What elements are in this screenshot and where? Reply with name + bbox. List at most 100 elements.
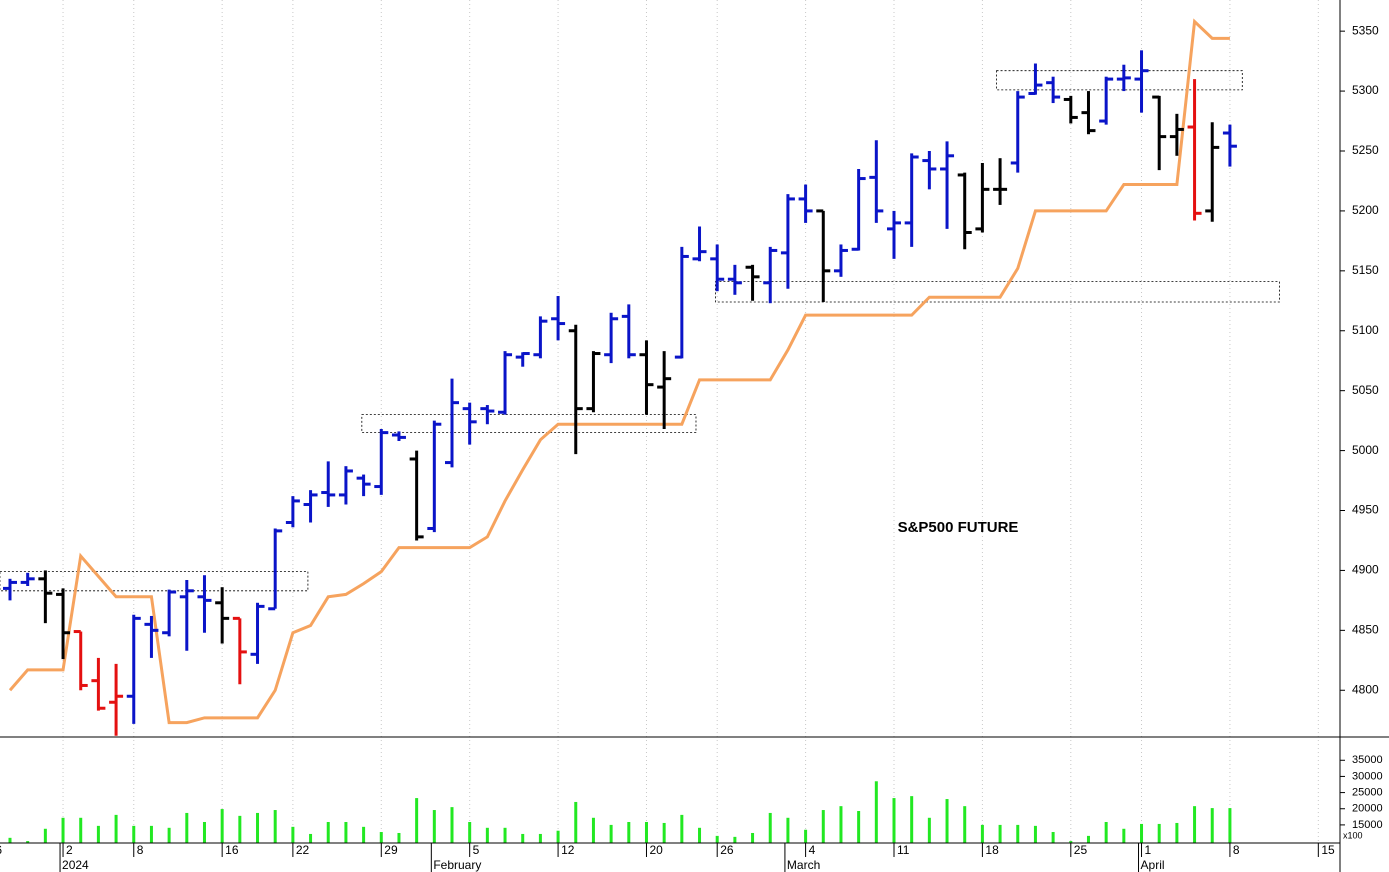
volume-bar (998, 824, 1002, 843)
y-tick-label: 5200 (1352, 203, 1379, 217)
y-tick-label: 4800 (1352, 682, 1379, 696)
x-tick-label: 1 (1145, 843, 1152, 857)
volume-bar (256, 812, 260, 843)
volume-bar (362, 826, 366, 843)
volume-bar (1033, 825, 1037, 843)
volume-bar (61, 817, 65, 843)
zone (996, 70, 1243, 91)
volume-bar (132, 825, 136, 843)
y-tick-label: 4950 (1352, 503, 1379, 517)
volume-bar (521, 833, 525, 843)
volume-bar (715, 835, 719, 843)
volume-bar (821, 810, 825, 843)
x-tick-label: 22 (296, 843, 310, 857)
volume-bar (804, 829, 808, 843)
x-tick-label: 25 (1074, 843, 1088, 857)
volume-bar (591, 817, 595, 843)
volume-bar (114, 814, 118, 843)
volume-bar (627, 821, 631, 843)
volume-bar (874, 781, 878, 843)
x-tick-label: 4 (809, 843, 816, 857)
volume-bar (202, 821, 206, 843)
volume-bar (220, 809, 224, 843)
volume-bar (945, 799, 949, 843)
volume-bar (503, 827, 507, 843)
volume-bar (751, 832, 755, 843)
volume-bar (79, 817, 83, 843)
volume-bar (8, 837, 12, 843)
volume-bar (609, 824, 613, 843)
month-label: February (433, 858, 481, 872)
volume-bar (379, 832, 383, 843)
volume-bar (857, 811, 861, 843)
volume-bar (839, 806, 843, 843)
price-panel (0, 18, 1280, 736)
volume-bar (980, 824, 984, 843)
volume-bar (733, 836, 737, 843)
volume-bar (786, 817, 790, 843)
grid (62, 0, 1319, 843)
volume-tick-label: 25000 (1352, 786, 1383, 798)
volume-bar (910, 796, 914, 843)
month-label: March (787, 858, 820, 872)
volume-bar (1086, 835, 1090, 843)
volume-bar (963, 806, 967, 843)
stop-line (8, 18, 1230, 725)
volume-bar (291, 826, 295, 843)
volume-tick-label: 20000 (1352, 803, 1383, 815)
volume-bar (1157, 823, 1161, 843)
x-tick-label: 15 (1321, 843, 1335, 857)
zone (715, 281, 1280, 303)
month-label: April (1141, 858, 1165, 872)
x-tick-label: 12 (561, 843, 575, 857)
volume-bar (1104, 821, 1108, 843)
volume-bar (644, 821, 648, 843)
volume-bar (768, 812, 772, 843)
y-tick-label: 5350 (1352, 23, 1379, 37)
volume-bar (662, 822, 666, 843)
volume-bar (1122, 828, 1126, 843)
volume-bar (1140, 823, 1144, 843)
y-tick-label: 5250 (1352, 143, 1379, 157)
volume-bar (1069, 841, 1073, 843)
volume-bar (415, 798, 419, 843)
volume-bar (185, 812, 189, 843)
y-tick-label: 5050 (1352, 383, 1379, 397)
volume-tick-label: 15000 (1352, 819, 1383, 831)
volume-bar (1228, 808, 1232, 843)
x-tick-label: 29 (384, 843, 398, 857)
x-tick-label: 18 (985, 843, 999, 857)
volume-bar (96, 825, 100, 843)
volume-bar (927, 817, 931, 843)
volume-bar (1051, 832, 1055, 843)
volume-bar (468, 821, 472, 843)
x-tick-label: 26 (720, 843, 734, 857)
volume-bar (698, 827, 702, 843)
volume-bar (556, 830, 560, 843)
volume-bar (432, 810, 436, 843)
volume-panel (8, 781, 1232, 843)
volume-bar (450, 807, 454, 843)
volume-bar (574, 801, 578, 843)
y-tick-label: 5000 (1352, 443, 1379, 457)
y-tick-label: 4850 (1352, 623, 1379, 637)
volume-bar (167, 827, 171, 843)
volume-bar (326, 821, 330, 843)
volume-bar (344, 821, 348, 843)
volume-bar (538, 833, 542, 843)
volume-bar (238, 815, 242, 843)
chart-title: S&P500 FUTURE (898, 519, 1019, 536)
x-tick-label: 8 (1233, 843, 1240, 857)
x-tick-label: 6 (0, 843, 2, 857)
volume-bar (397, 832, 401, 843)
x-tick-label: 2 (66, 843, 73, 857)
volume-bar (149, 825, 153, 843)
volume-bar (1193, 806, 1197, 843)
volume-unit: x100 (1343, 830, 1363, 840)
y-tick-label: 5100 (1352, 323, 1379, 337)
y-tick-label: 4900 (1352, 563, 1379, 577)
y-tick-label: 5150 (1352, 263, 1379, 277)
volume-bar (43, 828, 47, 843)
